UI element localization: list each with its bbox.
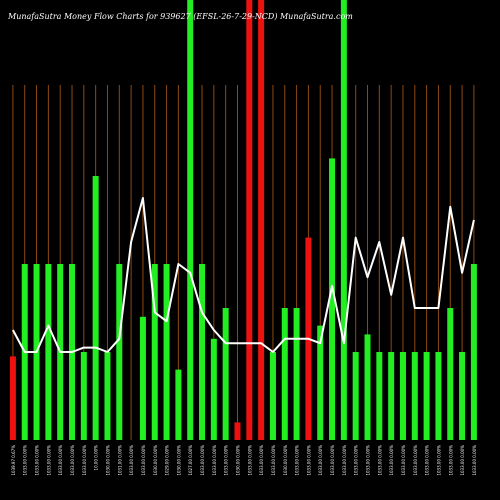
bar [175,369,182,440]
x-tick-label: 1033.00 0.00% [141,445,146,476]
bar [352,352,359,440]
x-tick-label: 1033.00 0.00% [401,445,406,476]
bar [329,158,336,440]
bar [435,352,442,440]
bar [9,356,16,440]
bar [80,352,87,440]
x-tick-label: 10.00 0.00% [94,445,99,471]
bar [187,0,194,440]
bar [364,334,371,440]
bar [222,308,229,440]
x-tick-label: 1033.00 0.00% [389,445,394,476]
bar [447,308,454,440]
money-flow-line [12,197,475,353]
x-tick-label: 1030.00 0.00% [153,445,158,476]
x-tick-label: 1033.00 0.00% [366,445,371,476]
bar [234,422,241,440]
bar [139,316,146,440]
x-tick-label: 1033.00 0.00% [472,445,477,476]
bar [317,325,324,440]
bar [104,352,111,440]
x-tick-label: 1033.00 0.00% [212,445,217,476]
x-tick-label: 1033.00 0.00% [247,445,252,476]
x-tick-label: 1033.00 0.00% [82,445,87,476]
x-tick-label: 1033.00 0.00% [200,445,205,476]
bar [376,352,383,440]
bar [199,264,206,440]
bar [470,264,477,440]
bar [92,176,99,440]
bar [116,264,123,440]
bar [340,0,347,440]
bar [258,0,265,440]
x-tick-label: 1033.00 0.00% [129,445,134,476]
x-tick-label: 1030.00 0.00% [105,445,110,476]
x-tick-label: 1033.00 0.00% [342,445,347,476]
x-tick-label: 1033.00 0.00% [448,445,453,476]
bar [151,264,158,440]
x-tick-label: 1030.00 0.00% [176,445,181,476]
bar [45,264,52,440]
bar [210,338,217,440]
x-tick-label: 1030.00 0.00% [235,445,240,476]
x-tick-label: 1033.00 0.00% [70,445,75,476]
bar [293,308,300,440]
x-tick-label: 1031.00 0.00% [117,445,122,476]
x-tick-label: 1033.00 0.00% [425,445,430,476]
x-tick-label: 1033.00 0.00% [354,445,359,476]
x-tick-label: 1033.00 0.00% [295,445,300,476]
x-tick-labels: 1039.97 0.67% 1033.00 0.00% 1033.00 0.00% 1… [11,445,477,476]
x-tick-label: 1029.00 0.00% [165,445,170,476]
x-tick-label: 1033.00 0.00% [377,445,382,476]
bar [246,0,253,440]
bar [269,352,276,440]
x-tick-label: 1033.00 0.00% [23,445,28,476]
bar [411,352,418,440]
x-tick-label: 1033.00 0.00% [271,445,276,476]
bar [163,264,170,440]
x-tick-label: 1033.00 0.00% [306,445,311,476]
x-tick-label: 1033.00 0.00% [259,445,264,476]
x-tick-label: 1033.00 0.00% [224,445,229,476]
bar [423,352,430,440]
bar [388,352,395,440]
x-tick-label: 1033.00 0.00% [460,445,465,476]
x-tick-label: 1027.00 0.00% [188,445,193,476]
x-tick-label: 1033.00 0.00% [413,445,418,476]
x-tick-label: 1039.97 0.67% [11,445,16,476]
chart-title: MunafaSutra Money Flow Charts for 939627… [8,12,353,21]
x-tick-label: 1033.00 0.00% [436,445,441,476]
bar [281,308,288,440]
bar [399,352,406,440]
x-tick-label: 1033.00 0.00% [318,445,323,476]
x-tick-label: 1030.00 0.00% [283,445,288,476]
x-tick-label: 1033.00 0.00% [58,445,63,476]
bar [459,352,466,440]
x-tick-label: 1033.00 0.00% [330,445,335,476]
x-tick-label: 1033.00 0.00% [46,445,51,476]
x-tick-label: 1033.00 0.00% [35,445,40,476]
